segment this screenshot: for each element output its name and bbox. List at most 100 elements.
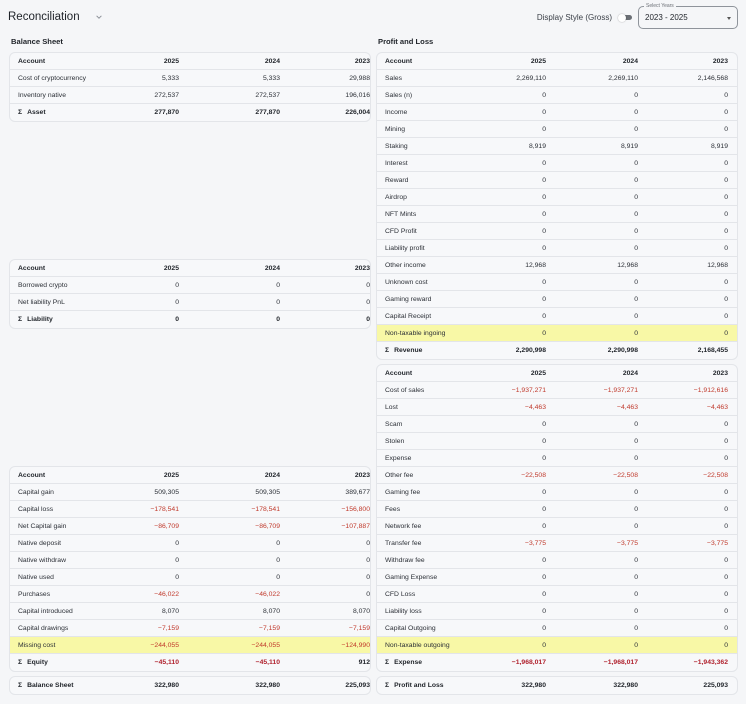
column-header-account: Account (18, 57, 46, 65)
value-cell: −1,968,017 (511, 659, 546, 666)
value-cell: 0 (724, 210, 728, 218)
value-cell: −1,968,017 (603, 659, 638, 666)
value-cell: −178,541 (251, 505, 280, 513)
value-cell: 0 (175, 298, 179, 306)
value-cell: 2,269,110 (516, 74, 546, 82)
column-header-2024: 2024 (264, 471, 280, 479)
value-cell: 509,305 (154, 488, 179, 496)
value-cell: 277,870 (154, 109, 179, 116)
account-name: Capital introduced (18, 607, 73, 615)
table-row: CFD Profit 0 0 0 (377, 223, 737, 240)
table-row: Sales 2,269,110 2,269,110 2,146,568 (377, 70, 737, 87)
table-row: Fees 0 0 0 (377, 501, 737, 518)
value-cell: 0 (366, 298, 370, 306)
table-row: Unknown cost 0 0 0 (377, 274, 737, 291)
table-row: Staking 8,919 8,919 8,919 (377, 138, 737, 155)
account-name: Capital Receipt (385, 312, 432, 320)
select-years-dropdown[interactable]: Select Years 2023 - 2025 (638, 3, 738, 29)
column-header-2025: 2025 (530, 57, 546, 65)
account-name: Native withdraw (18, 556, 66, 564)
account-name: Transfer fee (385, 539, 422, 547)
table-row: Scam 0 0 0 (377, 416, 737, 433)
value-cell: 0 (634, 607, 638, 615)
profit-and-loss-label: Profit and Loss (378, 37, 434, 46)
value-cell: 0 (366, 573, 370, 581)
account-name: Liability profit (385, 244, 425, 252)
value-cell: −4,463 (707, 403, 728, 411)
value-cell: 0 (634, 91, 638, 99)
value-cell: −244,055 (251, 641, 280, 649)
column-header-2023: 2023 (712, 369, 728, 377)
column-header-2025: 2025 (163, 57, 179, 65)
table-row: Liability profit 0 0 0 (377, 240, 737, 257)
table-row: Stolen 0 0 0 (377, 433, 737, 450)
value-cell: 225,093 (703, 682, 728, 689)
column-header-2024: 2024 (622, 369, 638, 377)
value-cell: 0 (366, 316, 370, 323)
account-name: Expense (385, 454, 412, 462)
value-cell: 2,168,455 (697, 347, 728, 354)
table-row: Missing cost −244,055 −244,055 −124,990 (10, 637, 370, 654)
column-header-2024: 2024 (622, 57, 638, 65)
table-header-row: Account 2025 2024 2023 (377, 365, 737, 382)
value-cell: 0 (724, 312, 728, 320)
value-cell: 8,919 (620, 142, 638, 150)
value-cell: 0 (542, 641, 546, 649)
account-name: Non-taxable outgoing (385, 641, 450, 649)
value-cell: 8,070 (352, 607, 370, 615)
value-cell: 0 (542, 437, 546, 445)
account-name: Inventory native (18, 91, 66, 99)
table-row: Cost of sales −1,937,271 −1,937,271 −1,912,… (377, 382, 737, 399)
account-name: Sales (n) (385, 91, 413, 99)
value-cell: 0 (276, 298, 280, 306)
value-cell: 2,269,110 (608, 74, 638, 82)
table-row: Non-taxable outgoing 0 0 0 (377, 637, 737, 654)
value-cell: 272,537 (255, 91, 280, 99)
sigma-icon: Σ (18, 109, 23, 116)
account-name: Network fee (385, 522, 422, 530)
value-cell: 0 (276, 281, 280, 289)
table-header-row: Account 2025 2024 2023 (377, 53, 737, 70)
value-cell: −46,022 (255, 590, 280, 598)
account-name: Missing cost (18, 641, 56, 649)
table-row: Other fee −22,508 −22,508 −22,508 (377, 467, 737, 484)
value-cell: 0 (542, 244, 546, 252)
value-cell: 0 (542, 488, 546, 496)
value-cell: 0 (724, 227, 728, 235)
value-cell: −1,937,271 (511, 386, 546, 394)
value-cell: 2,290,998 (515, 347, 546, 354)
value-cell: 0 (634, 227, 638, 235)
asset-table: Account 2025 2024 2023 Cost of cryptocurrenc… (9, 52, 371, 122)
account-name: Reward (385, 176, 409, 184)
sum-row: Σ Asset 277,870 277,870 226,004 (10, 104, 370, 121)
value-cell: 29,988 (349, 74, 370, 82)
value-cell: 0 (634, 454, 638, 462)
value-cell: 0 (634, 312, 638, 320)
account-name: Gaming reward (385, 295, 432, 303)
account-name: Cost of sales (385, 386, 425, 394)
account-name: Staking (385, 142, 408, 150)
table-row: Airdrop 0 0 0 (377, 189, 737, 206)
value-cell: 0 (724, 420, 728, 428)
value-cell: 0 (542, 505, 546, 513)
account-name: Liability loss (385, 607, 422, 615)
account-name: NFT Mints (385, 210, 417, 218)
value-cell: 0 (724, 624, 728, 632)
chevron-down-icon[interactable] (94, 12, 104, 22)
display-style-toggle[interactable] (618, 13, 632, 22)
value-cell: 0 (542, 210, 546, 218)
value-cell: 0 (542, 295, 546, 303)
table-row: Mining 0 0 0 (377, 121, 737, 138)
table-header-row: Account 2025 2024 2023 (10, 53, 370, 70)
value-cell: −1,912,616 (693, 386, 728, 394)
table-row: Net liability PnL 0 0 0 (10, 294, 370, 311)
balance-sheet-total: Σ Balance Sheet 322,980 322,980 225,093 (9, 676, 371, 695)
account-name: CFD Profit (385, 227, 417, 235)
caret-down-icon (727, 17, 731, 20)
sum-row: Σ Revenue 2,290,998 2,290,998 2,168,455 (377, 342, 737, 359)
report-selector[interactable]: Reconciliation (8, 11, 104, 23)
account-name: Σ Expense (377, 659, 487, 666)
account-name: Native used (18, 573, 54, 581)
value-cell: 0 (542, 573, 546, 581)
value-cell: −45,110 (154, 659, 179, 666)
